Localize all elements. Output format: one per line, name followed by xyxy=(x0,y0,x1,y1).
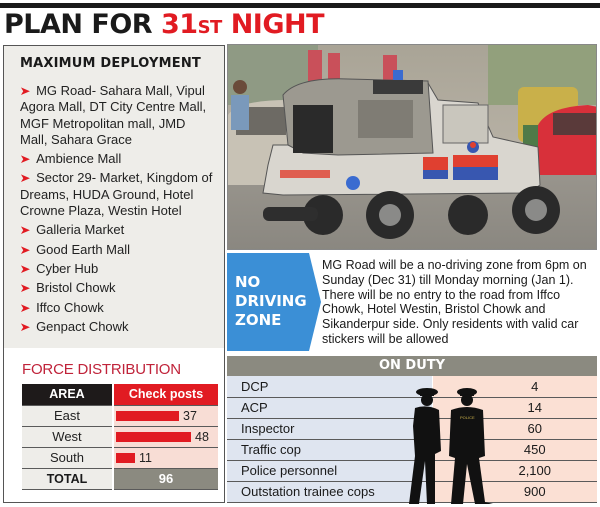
no-driving-zone-text: MG Road will be a no-driving zone from 6… xyxy=(322,258,587,346)
red-arrowhead-icon: ➤ xyxy=(19,300,31,315)
red-arrowhead-icon: ➤ xyxy=(19,152,31,167)
table-row: East 37 xyxy=(22,405,218,427)
table-row: DCP 4 xyxy=(227,376,597,398)
police-jeep-photo xyxy=(227,44,597,250)
count-cell: 450 xyxy=(432,439,597,461)
table-row: West 48 xyxy=(22,426,218,448)
headline-number: 31 xyxy=(160,9,198,40)
bar-south xyxy=(116,453,135,464)
table-row: Police personnel 2,100 xyxy=(227,460,597,482)
page-headline: PLAN FOR 31ST NIGHT xyxy=(4,8,325,42)
police-jeep-illustration xyxy=(228,45,596,249)
total-value: 96 xyxy=(113,468,218,490)
bar-value: 11 xyxy=(139,451,152,466)
area-cell: West xyxy=(22,426,114,448)
role-cell: DCP xyxy=(227,376,433,398)
red-arrowhead-icon: ➤ xyxy=(19,223,31,238)
table-row: Outstation trainee cops 900 xyxy=(227,481,597,503)
bar-west xyxy=(116,432,191,443)
headline-part3: NIGHT xyxy=(221,9,325,40)
on-duty-table: DCP 4 ACP 14 Inspector 60 Traffic cop 450 Po… xyxy=(227,376,597,503)
left-panel: MAXIMUM DEPLOYMENT ➤ MG Road- Sahara Mall… xyxy=(3,45,225,503)
role-cell: Police personnel xyxy=(227,460,433,482)
force-distribution-title: FORCE DISTRIBUTION xyxy=(22,361,181,378)
deployment-list: ➤ MG Road- Sahara Mall, Vipul Agora Mall,… xyxy=(19,83,216,335)
list-item: ➤ Ambience Mall xyxy=(19,151,122,167)
count-cell: 60 xyxy=(432,418,597,440)
table-total-row: TOTAL 96 xyxy=(22,468,218,490)
deployment-title: MAXIMUM DEPLOYMENT xyxy=(20,56,201,71)
list-item: ➤ Cyber Hub xyxy=(19,260,99,276)
area-cell: East xyxy=(22,405,114,427)
bar-east xyxy=(116,411,179,422)
table-row: Traffic cop 450 xyxy=(227,439,597,461)
red-arrowhead-icon: ➤ xyxy=(19,84,31,98)
list-item: ➤ Iffco Chowk xyxy=(19,299,104,315)
no-driving-zone-box: NO DRIVING ZONE MG Road will be a no-dri… xyxy=(227,253,597,353)
red-arrowhead-icon: ➤ xyxy=(19,281,31,296)
maximum-deployment-box: MAXIMUM DEPLOYMENT ➤ MG Road- Sahara Mall… xyxy=(4,46,224,348)
table-header-row: AREA Check posts xyxy=(22,384,218,406)
red-arrowhead-icon: ➤ xyxy=(19,319,31,334)
table-row: South 11 xyxy=(22,447,218,469)
force-distribution-table: AREA Check posts East 37 West 48 South 1… xyxy=(22,384,218,490)
area-cell: South xyxy=(22,447,114,469)
count-cell: 14 xyxy=(432,397,597,419)
no-driving-zone-tag: NO DRIVING ZONE xyxy=(227,253,321,351)
count-cell: 4 xyxy=(432,376,597,398)
table-row: ACP 14 xyxy=(227,397,597,419)
count-cell: 2,100 xyxy=(432,460,597,482)
red-arrowhead-icon: ➤ xyxy=(19,171,31,186)
headline-suffix: ST xyxy=(197,17,223,38)
list-item: ➤ Galleria Market xyxy=(19,222,125,238)
bar-cell: 37 xyxy=(113,405,218,427)
role-cell: ACP xyxy=(227,397,433,419)
list-item: ➤ Bristol Chowk xyxy=(19,280,116,296)
role-cell: Inspector xyxy=(227,418,433,440)
role-cell: Traffic cop xyxy=(227,439,433,461)
list-item: ➤ Genpact Chowk xyxy=(19,318,129,334)
check-posts-header: Check posts xyxy=(113,384,218,406)
area-header: AREA xyxy=(22,384,114,406)
no-driving-zone-label: NO DRIVING ZONE xyxy=(235,273,307,329)
on-duty-title: ON DUTY xyxy=(227,356,597,376)
count-cell: 900 xyxy=(432,481,597,503)
bar-value: 37 xyxy=(183,409,197,424)
headline-part1: PLAN FOR xyxy=(4,9,161,40)
list-item: ➤ Good Earth Mall xyxy=(19,241,130,257)
total-label: TOTAL xyxy=(22,468,114,490)
table-row: Inspector 60 xyxy=(227,418,597,440)
list-item: ➤ Sector 29- Market, Kingdom of Dreams, H… xyxy=(19,170,213,219)
on-duty-section: ON DUTY DCP 4 ACP 14 Inspector 60 Traffic c… xyxy=(227,356,597,504)
bar-cell: 48 xyxy=(113,426,218,448)
top-rule xyxy=(0,3,600,8)
bar-value: 48 xyxy=(195,430,209,445)
red-arrowhead-icon: ➤ xyxy=(19,261,31,276)
list-item: ➤ MG Road- Sahara Mall, Vipul Agora Mall,… xyxy=(19,83,207,147)
bar-cell: 11 xyxy=(113,447,218,469)
red-arrowhead-icon: ➤ xyxy=(19,242,31,257)
role-cell: Outstation trainee cops xyxy=(227,481,433,503)
